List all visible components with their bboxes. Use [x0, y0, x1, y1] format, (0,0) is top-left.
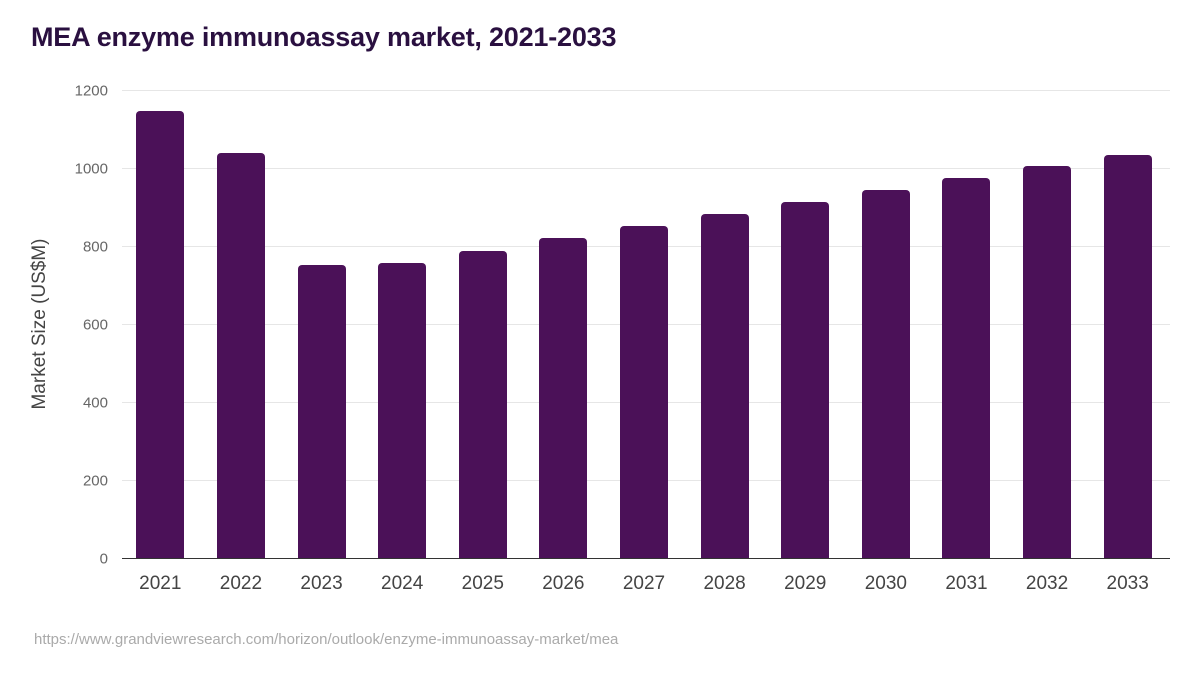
bar-2022[interactable]	[216, 153, 265, 558]
plot-area	[122, 90, 1170, 559]
x-tick-label: 2022	[219, 573, 263, 594]
bar-2028[interactable]	[700, 214, 749, 558]
y-tick-label: 1200	[74, 82, 108, 100]
bar-2027[interactable]	[620, 225, 668, 558]
source-url: https://www.grandviewresearch.com/horizo…	[34, 631, 619, 648]
y-tick-label: 1000	[74, 160, 108, 178]
x-tick-label: 2023	[300, 573, 343, 594]
y-tick-label: 200	[82, 472, 108, 490]
x-tick-label: 2032	[1025, 573, 1069, 594]
chart-title: MEA enzyme immunoassay market, 2021-2033	[31, 22, 617, 52]
gridline	[122, 168, 1170, 169]
bar-2026[interactable]	[539, 238, 588, 558]
x-tick-label: 2031	[945, 573, 988, 594]
bar-2031[interactable]	[942, 178, 991, 558]
y-tick-label: 600	[82, 316, 108, 334]
y-tick-label: 0	[99, 550, 108, 568]
x-tick-label: 2027	[622, 573, 666, 594]
bar-2030[interactable]	[861, 189, 910, 558]
bar-2021[interactable]	[136, 111, 185, 558]
x-tick-label: 2026	[542, 573, 585, 594]
x-axis-line	[122, 558, 1170, 559]
x-tick-label: 2030	[864, 573, 907, 594]
x-tick-label: 2021	[139, 573, 182, 594]
y-tick-label: 800	[82, 238, 108, 256]
bar-2025[interactable]	[458, 251, 507, 558]
gridline	[122, 90, 1170, 91]
x-tick-label: 2029	[784, 573, 827, 594]
bar-2023[interactable]	[297, 264, 346, 558]
x-tick-label: 2033	[1106, 573, 1149, 594]
x-tick-label: 2024	[381, 573, 424, 594]
y-tick-label: 400	[82, 394, 108, 412]
bar-2024[interactable]	[378, 263, 427, 558]
bar-2033[interactable]	[1103, 155, 1152, 558]
bar-2029[interactable]	[781, 201, 830, 558]
x-tick-label: 2028	[703, 573, 746, 594]
bar-2032[interactable]	[1023, 166, 1072, 558]
x-tick-label: 2025	[461, 573, 504, 594]
